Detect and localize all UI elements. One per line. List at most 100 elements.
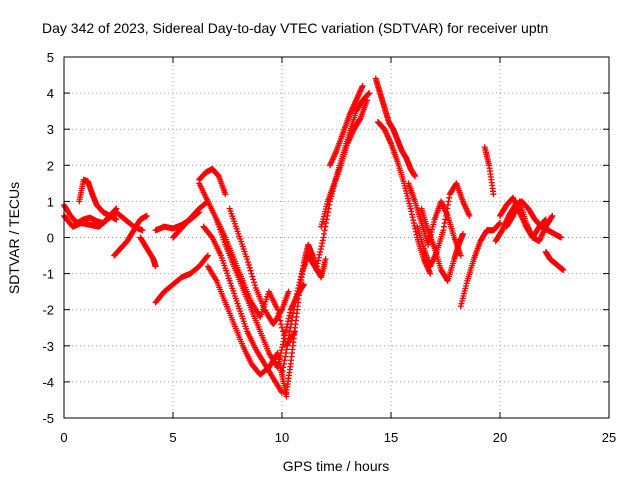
x-axis-label: GPS time / hours — [283, 458, 390, 474]
data-point — [321, 230, 328, 237]
y-tick-label: 2 — [47, 158, 54, 173]
data-point — [560, 266, 567, 273]
data-point — [251, 279, 258, 286]
x-tick-label: 15 — [384, 430, 398, 445]
y-tick-label: 4 — [47, 86, 54, 101]
data-point — [244, 259, 251, 266]
data-point — [248, 270, 255, 277]
data-point — [278, 321, 285, 328]
data-point — [286, 331, 293, 338]
y-axis-label: SDTVAR / TECUs — [6, 182, 22, 294]
data-point — [296, 279, 303, 286]
data-point — [297, 276, 304, 283]
x-tick-label: 0 — [60, 430, 67, 445]
data-point — [316, 251, 323, 258]
data-point — [542, 216, 549, 223]
data-point — [496, 220, 503, 227]
data-point — [408, 208, 415, 215]
y-tick-label: 0 — [47, 231, 54, 246]
data-point — [366, 90, 373, 97]
data-point — [152, 263, 159, 270]
data-point — [446, 194, 453, 201]
data-point — [297, 273, 304, 280]
y-tick-label: -1 — [42, 267, 54, 282]
data-point — [444, 205, 451, 212]
y-tick-label: 5 — [47, 50, 54, 65]
y-tick-label: 3 — [47, 122, 54, 137]
data-point — [315, 257, 322, 264]
data-point — [112, 206, 119, 213]
data-point — [113, 205, 120, 212]
data-point — [314, 260, 321, 267]
data-point — [292, 299, 299, 306]
data-point — [246, 264, 253, 271]
chart-title: Day 342 of 2023, Sidereal Day-to-day VTE… — [42, 20, 548, 36]
data-point — [249, 273, 256, 280]
x-tick-label: 25 — [602, 430, 616, 445]
data-point — [281, 357, 288, 364]
data-point — [440, 227, 447, 234]
data-point — [287, 324, 294, 331]
data-point — [442, 216, 449, 223]
y-tick-label: -2 — [42, 303, 54, 318]
data-point — [286, 328, 293, 335]
data-point — [244, 256, 251, 263]
data-point — [291, 303, 298, 310]
y-tick-label: -4 — [42, 375, 54, 390]
data-point — [442, 212, 449, 219]
data-point — [441, 220, 448, 227]
y-tick-label: -3 — [42, 339, 54, 354]
data-point — [443, 209, 450, 216]
data-point — [322, 256, 329, 263]
data-point — [204, 253, 211, 260]
data-point — [285, 315, 292, 322]
data-point — [288, 317, 295, 324]
data-point — [279, 328, 286, 335]
data-point — [320, 234, 327, 241]
data-point — [490, 191, 497, 198]
data-point — [289, 313, 296, 320]
data-point — [440, 223, 447, 230]
axis-ticks: 0 5 10 15 20 25 -5 -4 -3 -2 -1 0 1 2 3 4 5 — [42, 50, 616, 445]
data-point — [280, 331, 287, 338]
data-point — [410, 220, 417, 227]
data-point — [317, 248, 324, 255]
data-point — [279, 371, 285, 378]
data-point — [143, 212, 150, 219]
data-point — [407, 205, 414, 212]
data-point — [282, 350, 289, 357]
data-point — [282, 353, 289, 360]
data-point — [558, 234, 565, 241]
data-point — [408, 211, 415, 218]
data-point — [459, 230, 466, 237]
data-point — [113, 216, 120, 223]
y-tick-label: 1 — [47, 194, 54, 209]
data-point — [315, 254, 322, 261]
data-point — [542, 217, 549, 224]
data-point — [427, 270, 434, 277]
data-point — [318, 243, 325, 250]
data-point — [321, 227, 328, 234]
data-point — [290, 310, 297, 317]
grid-lines — [64, 57, 609, 418]
data-point — [444, 276, 451, 283]
data-point — [280, 364, 287, 371]
data-point — [292, 296, 299, 303]
data-point — [278, 347, 285, 354]
data-point — [279, 324, 285, 331]
data-point — [466, 212, 473, 219]
data-point — [251, 282, 258, 289]
data-point — [410, 217, 417, 224]
data-point — [549, 212, 556, 219]
data-point — [324, 209, 331, 216]
data-point — [250, 276, 257, 283]
data-point — [294, 287, 301, 294]
data-point — [284, 339, 291, 346]
data-point — [364, 97, 371, 104]
data-point — [247, 267, 254, 274]
data-point — [319, 240, 326, 247]
data-point — [280, 360, 287, 367]
data-point — [323, 220, 330, 227]
data-point — [457, 252, 464, 259]
